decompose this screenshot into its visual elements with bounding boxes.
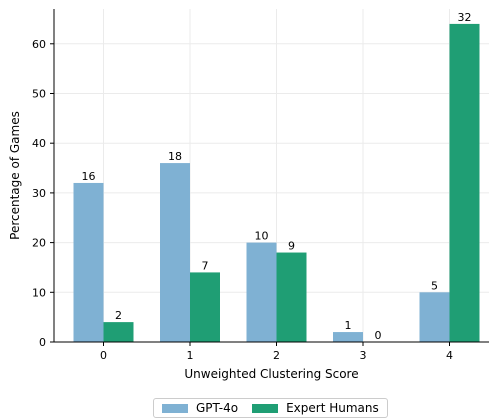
legend-item-gpt4o: GPT-4o (162, 401, 238, 415)
x-tick-label-4: 4 (446, 349, 453, 362)
bar-label-expert-humans-3: 0 (375, 329, 382, 342)
y-tick-label-0: 0 (39, 336, 46, 349)
y-tick-label-30: 30 (32, 187, 46, 200)
bar-label-gpt4o-4: 5 (431, 279, 438, 292)
bar-label-expert-humans-4: 32 (458, 11, 472, 24)
y-axis-label: Percentage of Games (8, 111, 22, 240)
bars (73, 23, 480, 342)
legend-swatch-expert-humans (252, 403, 279, 413)
bar-expert-humans-4 (449, 23, 480, 342)
x-tick-label-0: 0 (100, 349, 107, 362)
bar-gpt4o-3 (333, 332, 363, 342)
y-tick-label-60: 60 (32, 38, 46, 51)
x-tick-label-1: 1 (187, 349, 194, 362)
bar-label-gpt4o-3: 1 (345, 319, 352, 332)
bar-gpt4o-0 (73, 182, 104, 342)
axes (53, 9, 489, 343)
y-tick-label-20: 20 (32, 237, 46, 250)
legend-label-gpt4o: GPT-4o (196, 401, 239, 415)
bar-expert-humans-2 (276, 252, 307, 342)
bar-label-expert-humans-1: 7 (202, 259, 209, 272)
bar-count-labels: 16 18 10 1 5 2 7 9 0 32 (82, 11, 472, 342)
legend: GPT-4o Expert Humans (153, 398, 388, 418)
bar-gpt4o-2 (246, 242, 277, 342)
bar-label-gpt4o-0: 16 (82, 170, 96, 183)
legend-label-expert-humans: Expert Humans (286, 401, 379, 415)
y-tick-label-40: 40 (32, 137, 46, 150)
legend-swatch-gpt4o (162, 403, 188, 413)
bar-label-gpt4o-1: 18 (168, 150, 182, 163)
y-axis-ticks: 0 10 20 30 40 50 60 (32, 38, 54, 349)
y-tick-label-10: 10 (32, 286, 46, 299)
bar-label-gpt4o-2: 10 (255, 230, 269, 243)
x-axis-label: Unweighted Clustering Score (184, 367, 358, 381)
bar-chart: 16 18 10 1 5 2 7 9 0 32 0 10 20 30 40 50 60 0 1 2 3 4 Unwei… (8, 9, 489, 381)
bar-expert-humans-0 (103, 322, 134, 342)
bar-label-expert-humans-0: 2 (115, 309, 122, 322)
legend-item-expert-humans: Expert Humans (252, 401, 379, 415)
x-tick-label-2: 2 (273, 349, 280, 362)
y-tick-label-50: 50 (32, 87, 46, 100)
x-tick-label-3: 3 (360, 349, 367, 362)
bar-expert-humans-1 (190, 272, 220, 342)
x-axis-ticks: 0 1 2 3 4 (100, 342, 453, 362)
bar-gpt4o-1 (160, 163, 190, 342)
bar-gpt4o-4 (419, 292, 450, 342)
bar-label-expert-humans-2: 9 (288, 240, 295, 253)
